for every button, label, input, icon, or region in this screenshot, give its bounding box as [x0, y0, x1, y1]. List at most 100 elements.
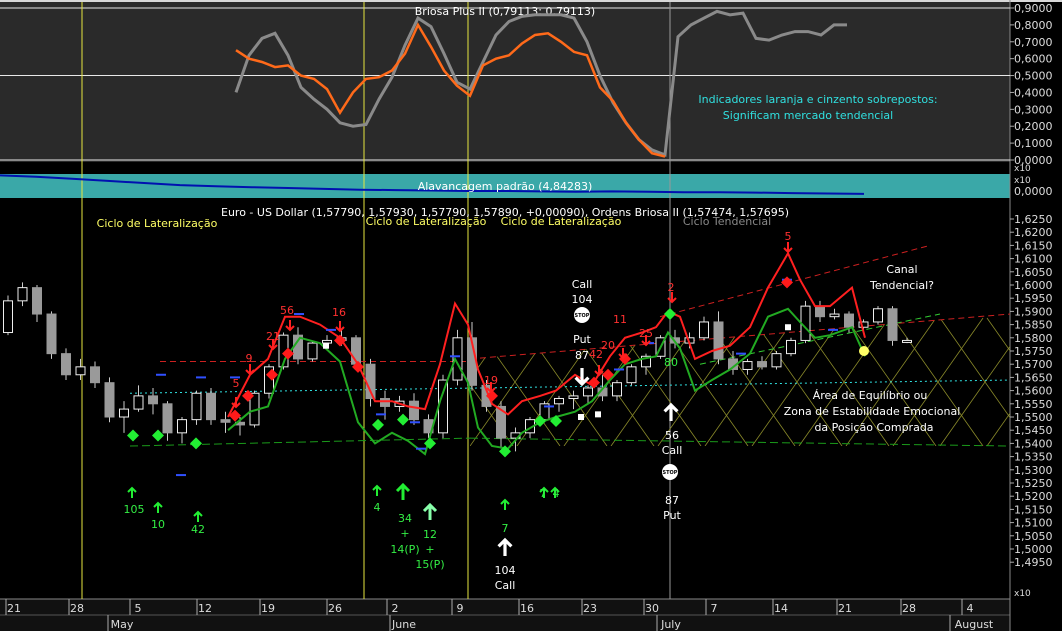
red-number-5: 19: [484, 374, 498, 387]
x-day-3: 12: [198, 602, 212, 615]
canal-line1: Canal: [886, 263, 917, 276]
main-ytick-12: 1,5650: [1014, 371, 1053, 384]
top-border: [0, 0, 1062, 2]
sell-diamond-7: [588, 376, 600, 389]
x-month-2: July: [660, 618, 681, 631]
reference-lines: [129, 244, 1011, 447]
top-note-line1: Indicadores laranja e cinzento sobrepost…: [698, 93, 937, 106]
top-note-line2: Significam mercado tendencial: [723, 109, 893, 122]
candle-body-13: [191, 392, 202, 421]
red-number-3: 56: [280, 304, 294, 317]
x-month-1: June: [391, 618, 416, 631]
area-line1: Área de Equilíbrio ou: [813, 389, 928, 402]
area-line2: Zona de Estabilidade Emocional: [784, 405, 961, 418]
call104-bot-value: 104: [495, 564, 516, 577]
x-day-12: 14: [774, 602, 788, 615]
main-ytick-26: 1,4950: [1014, 556, 1053, 569]
red-number-0: 9: [246, 352, 253, 365]
red-arrow-7: [618, 348, 628, 360]
main-ytick-2: 1,6150: [1014, 239, 1053, 252]
green-number-8: +: [425, 543, 434, 556]
mesh-line-b-2: [376, 318, 466, 446]
red-arrow-5: [486, 382, 496, 394]
green-number-5: +: [400, 527, 409, 540]
leverage-series: [0, 174, 865, 195]
top-ytick-3: 0,6000: [1014, 53, 1053, 66]
stop-sign-1-disc: [574, 307, 590, 323]
mesh-line-a-2: [376, 318, 466, 446]
x-day-7: 9: [457, 602, 464, 615]
green-number-4: 34: [398, 512, 412, 525]
channel-bottom-green: [469, 437, 1011, 447]
main-ytick-16: 1,5450: [1014, 424, 1053, 437]
green-arrow-5: [550, 486, 560, 498]
mesh-line-b11: [986, 317, 1010, 447]
buy-diamond-2: [190, 437, 202, 450]
x-day-5: 26: [328, 602, 342, 615]
band-lines: [227, 251, 866, 456]
candle-body-14: [206, 392, 216, 421]
main-ytick-13: 1,5600: [1014, 385, 1053, 398]
candle-body-53: [771, 353, 782, 368]
x-day-4: 19: [261, 602, 275, 615]
top-ytick-6: 0,3000: [1014, 103, 1053, 116]
equilibrium-cyan: [129, 379, 1011, 394]
cycle-label-2: Ciclo de Lateralização: [366, 215, 487, 228]
mesh-line-a-10: [0, 318, 90, 446]
call56-label: Call: [662, 444, 683, 457]
mesh-line-b6: [751, 317, 843, 447]
sell-diamond-5: [352, 360, 364, 373]
green-number-10: 7: [502, 522, 509, 535]
main-ytick-21: 1,5200: [1014, 490, 1053, 503]
red-arrow-9: [667, 292, 677, 304]
red-number-11: 5: [785, 230, 792, 243]
briosa-lines: [234, 9, 847, 158]
x-day-14: 28: [902, 602, 916, 615]
sell-diamond-1: [242, 389, 254, 402]
top-y-ticks: 0,9000 0,8000 0,7000 0,6000 0,5000 0,4000 0,30…: [1010, 2, 1053, 167]
green-number-1: 10: [151, 518, 165, 531]
green-number-9: 15(P): [415, 558, 444, 571]
gap2: [0, 198, 1062, 202]
main-ytick-17: 1,5400: [1014, 437, 1053, 450]
candle-body-43: [626, 366, 637, 384]
top-unit: x10: [1014, 164, 1031, 174]
canal-line2: Tendencial?: [869, 279, 934, 292]
top-ytick-8: 0,1000: [1014, 137, 1053, 150]
green-number-13: 80: [664, 356, 678, 369]
stop-sign-1-text: STOP: [575, 313, 590, 319]
lev-panel-title: Alavancagem padrão (4,84283): [418, 180, 593, 193]
red-arrow-6: [594, 365, 604, 377]
leverage-line: [0, 174, 865, 195]
green-big-arrow-1: [395, 482, 411, 500]
main-ytick-25: 1,5000: [1014, 543, 1053, 556]
candle-body-31: [452, 337, 463, 381]
candle-body-34: [496, 405, 506, 439]
green-number-7: 12: [423, 528, 437, 541]
mesh-line-b10: [939, 317, 1010, 447]
main-ytick-11: 1,5700: [1014, 358, 1053, 371]
candle-body-8: [119, 408, 129, 418]
sell-diamond-3: [282, 347, 294, 360]
green-arrow-3: [372, 484, 382, 496]
main-panel-title: Euro - US Dollar (1,57790, 1,57930, 1,57…: [221, 206, 789, 219]
candle-body-59: [858, 321, 869, 328]
stop-sign-2-disc: [662, 464, 678, 480]
candle-body-10: [148, 395, 158, 405]
green-big-arrow-2: [422, 502, 438, 520]
x-day-1: 28: [70, 602, 84, 615]
candle-body-40: [583, 387, 593, 397]
x-day-11: 7: [711, 602, 718, 615]
green-arrow-0: [127, 486, 137, 498]
buy-diamond-5: [424, 437, 436, 450]
main-ytick-10: 1,5750: [1014, 345, 1053, 358]
briosa-orange-line: [235, 22, 666, 158]
white-mark-0: [578, 414, 584, 420]
candle-body-6: [90, 366, 100, 384]
main-ytick-14: 1,5550: [1014, 398, 1053, 411]
x-axis-ticks: 21 28 5 12 19 26 2 9 16 23 30 7 14 21 28 4 May June July Au…: [5, 599, 994, 631]
candle-body-5: [75, 366, 86, 376]
white-mark-3: [323, 342, 329, 349]
main-ytick-23: 1,5100: [1014, 517, 1053, 530]
